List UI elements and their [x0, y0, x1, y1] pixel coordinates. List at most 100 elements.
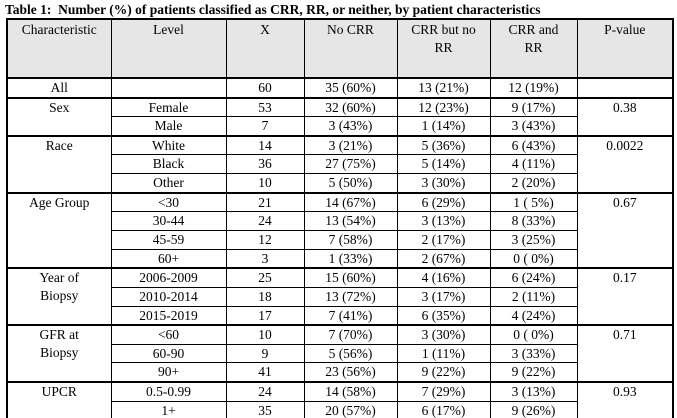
- col-header-characteristic: Characteristic: [6, 18, 112, 79]
- characteristic-cell: Race: [6, 134, 112, 194]
- no-crr-cell: 35 (60%): [303, 77, 398, 99]
- p-value-cell: 0.93: [576, 380, 674, 418]
- crr-but-no-rr-cell: 12 (23%): [396, 96, 491, 118]
- table-row: GFR at Biopsy <60 10 7 (70%) 3 (30%) 0 ( 0%) 0…: [6, 324, 674, 383]
- x-cell: 21: [225, 191, 305, 213]
- crr-and-rr-cell: 0 ( 0%): [489, 248, 578, 269]
- x-cell: 35: [225, 400, 305, 418]
- no-crr-cell: 7 (58%): [303, 229, 398, 250]
- no-crr-cell: 3 (43%): [303, 116, 398, 137]
- x-cell: 12: [225, 229, 305, 250]
- level-cell: 2015-2019: [110, 305, 227, 326]
- level-cell: 0.5-0.99: [110, 380, 227, 402]
- level-cell: 1+: [110, 400, 227, 418]
- level-cell: 90+: [110, 362, 227, 383]
- level-cell: 60-90: [110, 343, 227, 364]
- level-cell: Black: [110, 154, 227, 174]
- col-header-no-crr: No CRR: [303, 18, 398, 79]
- table-row: 1+ 35 20 (57%) 6 (17%) 9 (26%): [7, 400, 673, 418]
- level-cell: 2010-2014: [110, 286, 227, 307]
- table-row: 2010-2014 18 13 (72%) 3 (17%) 2 (11%): [7, 286, 673, 307]
- no-crr-cell: 7 (70%): [303, 324, 398, 345]
- x-cell: 36: [225, 154, 305, 174]
- x-cell: 10: [225, 324, 305, 345]
- level-cell: 45-59: [110, 229, 227, 250]
- no-crr-cell: 5 (56%): [303, 343, 398, 364]
- crr-but-no-rr-cell: 5 (14%): [396, 154, 491, 174]
- crr-but-no-rr-cell: 6 (29%): [396, 191, 491, 213]
- no-crr-cell: 13 (54%): [303, 211, 398, 231]
- characteristic-cell: Year of Biopsy: [6, 267, 112, 326]
- table-body: All 60 35 (60%) 13 (21%) 12 (19%) Sex Female 53…: [6, 77, 674, 418]
- x-cell: 53: [225, 96, 305, 118]
- level-cell: Male: [110, 116, 227, 137]
- x-cell: 18: [225, 286, 305, 307]
- crr-and-rr-cell: 3 (13%): [489, 380, 578, 402]
- crr-and-rr-cell: 8 (33%): [489, 211, 578, 231]
- no-crr-cell: 13 (72%): [303, 286, 398, 307]
- characteristic-cell: UPCR: [6, 380, 112, 418]
- characteristic-cell: Age Group: [6, 191, 112, 269]
- level-cell: Other: [110, 172, 227, 194]
- level-cell: White: [110, 134, 227, 156]
- col-header-crr-but-no-rr: CRR but no RR: [396, 18, 491, 79]
- col-header-crr-and-rr: CRR and RR: [489, 18, 578, 79]
- crr-and-rr-cell: 6 (24%): [489, 267, 578, 288]
- no-crr-cell: 7 (41%): [303, 305, 398, 326]
- p-value-cell: 0.0022: [576, 134, 674, 194]
- x-cell: 7: [225, 116, 305, 137]
- p-value-cell: 0.38: [576, 96, 674, 137]
- x-cell: 24: [225, 380, 305, 402]
- crr-and-rr-cell: 6 (43%): [489, 134, 578, 156]
- crr-but-no-rr-cell: 1 (11%): [396, 343, 491, 364]
- characteristic-cell: GFR at Biopsy: [6, 324, 112, 383]
- level-cell: 30-44: [110, 211, 227, 231]
- crr-but-no-rr-cell: 3 (13%): [396, 211, 491, 231]
- characteristic-cell: All: [6, 77, 112, 99]
- crr-but-no-rr-cell: 1 (14%): [396, 116, 491, 137]
- x-cell: 9: [225, 343, 305, 364]
- level-cell: [110, 77, 227, 99]
- no-crr-cell: 1 (33%): [303, 248, 398, 269]
- no-crr-cell: 20 (57%): [303, 400, 398, 418]
- table-row: 60+ 3 1 (33%) 2 (67%) 0 ( 0%): [7, 248, 673, 269]
- crr-and-rr-cell: 4 (24%): [489, 305, 578, 326]
- no-crr-cell: 14 (58%): [303, 380, 398, 402]
- header-row: Characteristic Level X No CRR CRR but no…: [6, 18, 674, 79]
- table-row: 45-59 12 7 (58%) 2 (17%) 3 (25%): [7, 229, 673, 250]
- crr-but-no-rr-cell: 6 (17%): [396, 400, 491, 418]
- crr-but-no-rr-cell: 2 (17%): [396, 229, 491, 250]
- no-crr-cell: 27 (75%): [303, 154, 398, 174]
- crr-and-rr-cell: 3 (43%): [489, 116, 578, 137]
- table-row: Sex Female 53 32 (60%) 12 (23%) 9 (17%) 0.38: [6, 96, 674, 137]
- p-value-cell: 0.17: [576, 267, 674, 326]
- x-cell: 14: [225, 134, 305, 156]
- crr-but-no-rr-cell: 7 (29%): [396, 380, 491, 402]
- crr-and-rr-cell: 1 ( 5%): [489, 191, 578, 213]
- crr-but-no-rr-cell: 3 (17%): [396, 286, 491, 307]
- no-crr-cell: 3 (21%): [303, 134, 398, 156]
- col-header-level: Level: [110, 18, 227, 79]
- x-cell: 17: [225, 305, 305, 326]
- crr-and-rr-cell: 3 (25%): [489, 229, 578, 250]
- col-header-p-value: P-value: [576, 18, 674, 79]
- crr-and-rr-cell: 2 (20%): [489, 172, 578, 194]
- crr-but-no-rr-cell: 2 (67%): [396, 248, 491, 269]
- table-row: Race White 14 3 (21%) 5 (36%) 6 (43%) 0.0022: [6, 134, 674, 194]
- crr-and-rr-cell: 0 ( 0%): [489, 324, 578, 345]
- crr-but-no-rr-cell: 9 (22%): [396, 362, 491, 383]
- x-cell: 3: [225, 248, 305, 269]
- no-crr-cell: 15 (60%): [303, 267, 398, 288]
- table-row: Year of Biopsy 2006-2009 25 15 (60%) 4 (16%)…: [6, 267, 674, 326]
- x-cell: 24: [225, 211, 305, 231]
- level-cell: Female: [110, 96, 227, 118]
- p-value-cell: 0.67: [576, 191, 674, 269]
- no-crr-cell: 23 (56%): [303, 362, 398, 383]
- crr-but-no-rr-cell: 3 (30%): [396, 324, 491, 345]
- crr-and-rr-cell: 9 (22%): [489, 362, 578, 383]
- x-cell: 25: [225, 267, 305, 288]
- crr-and-rr-cell: 3 (33%): [489, 343, 578, 364]
- no-crr-cell: 32 (60%): [303, 96, 398, 118]
- table-row: UPCR 0.5-0.99 24 14 (58%) 7 (29%) 3 (13%) 0.93: [6, 380, 674, 418]
- col-header-x: X: [225, 18, 305, 79]
